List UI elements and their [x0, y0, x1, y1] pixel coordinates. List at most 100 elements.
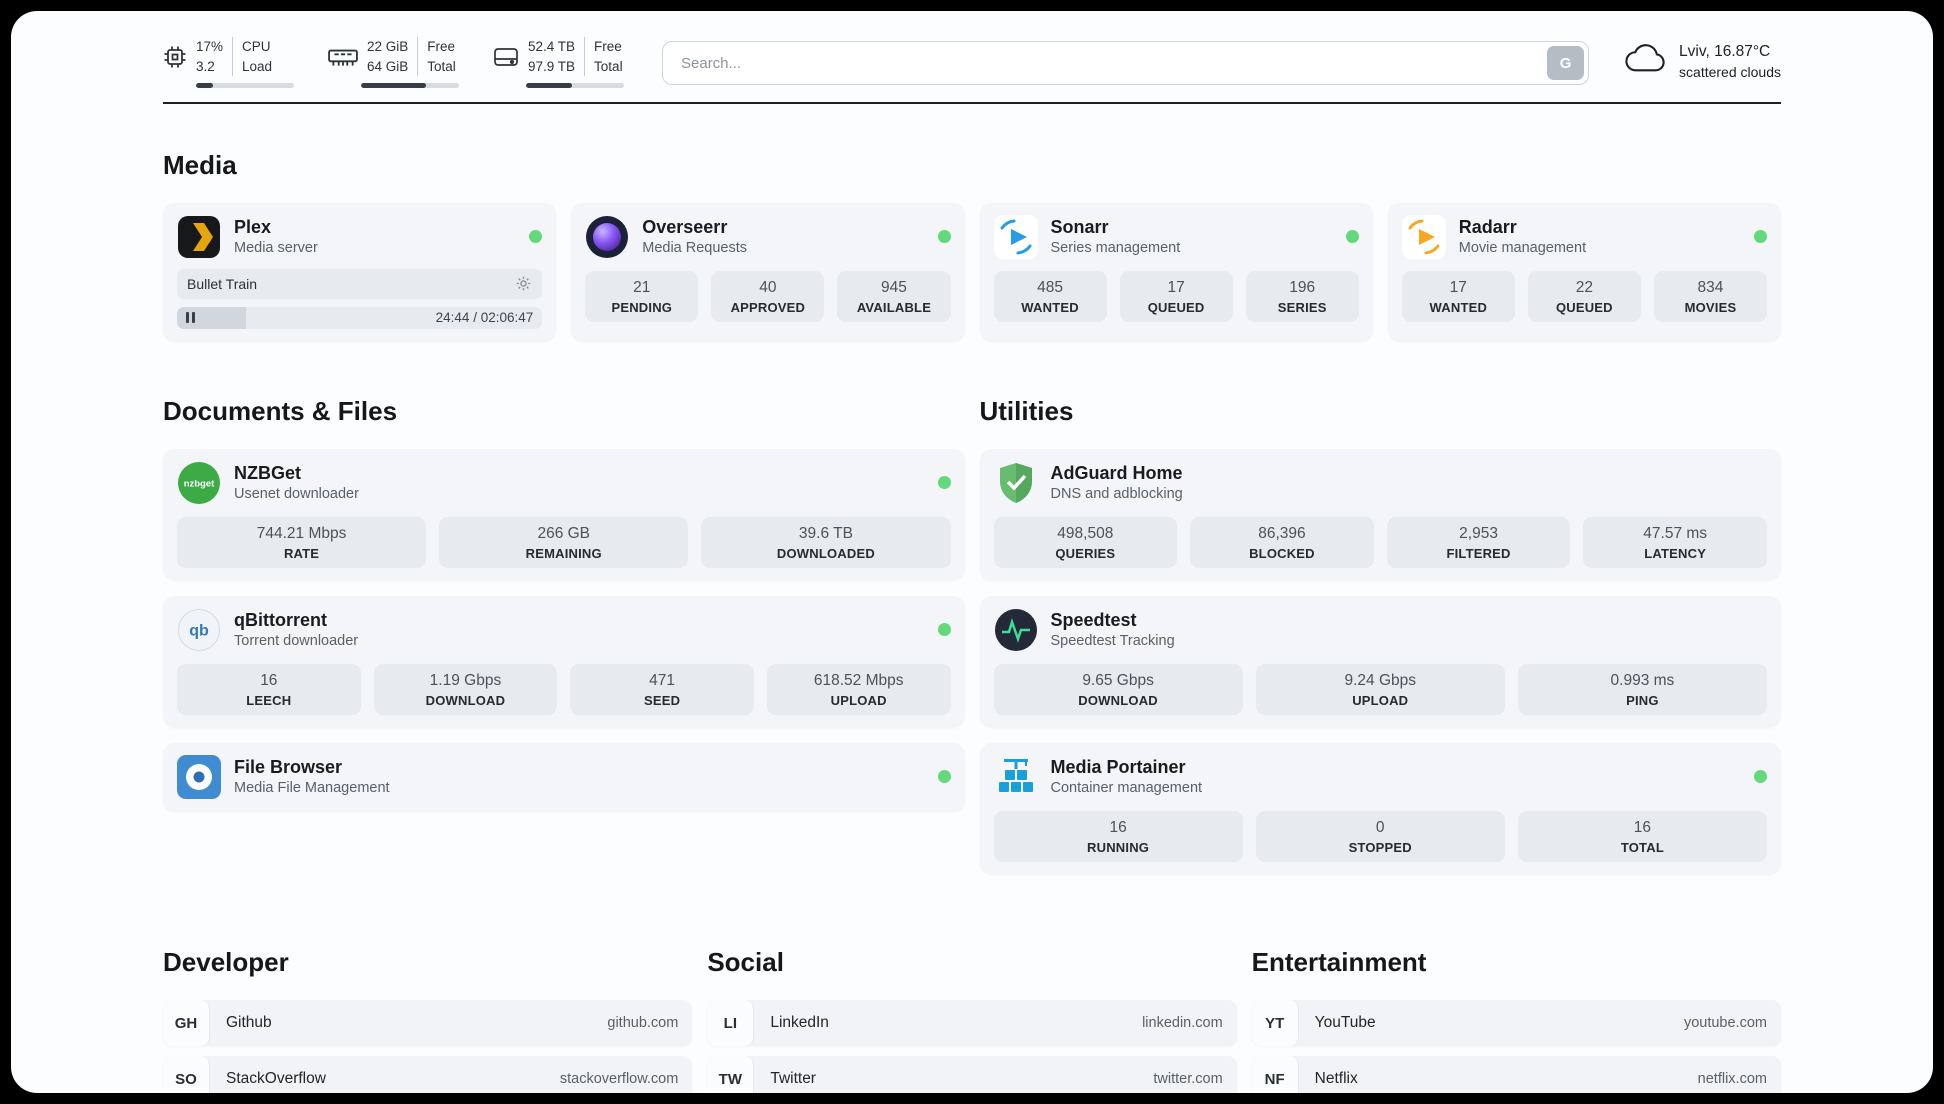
playback-progress-bar[interactable]: 24:44 / 02:06:47 — [177, 306, 543, 329]
stat-value: 945 — [881, 278, 907, 296]
stat-value: 471 — [649, 671, 675, 689]
link-twitter[interactable]: TW Twitter twitter.com — [707, 1056, 1237, 1093]
stat-value: 16 — [260, 671, 278, 689]
netflix-badge: NF — [1251, 1056, 1299, 1093]
memory-free-label: Free — [427, 39, 456, 54]
stat-label: APPROVED — [730, 299, 806, 315]
section-media: Media Plex Media server Bullet Train — [163, 150, 1781, 341]
app-subtitle: Media server — [234, 240, 318, 257]
stat-value: 0 — [1375, 818, 1385, 836]
disk-free-value: 52.4 TB — [528, 39, 576, 54]
stat-value: 86,396 — [1258, 524, 1306, 542]
stat-value: 744.21 Mbps — [256, 524, 347, 542]
search-input[interactable] — [667, 54, 1548, 72]
app-card-adguard-home[interactable]: AdGuard Home DNS and adblocking 498,508 … — [979, 448, 1781, 580]
app-name: AdGuard Home — [1050, 463, 1183, 484]
weather-widget[interactable]: Lviv, 16.87°C scattered clouds — [1623, 41, 1781, 82]
cloud-icon — [1623, 43, 1669, 80]
link-url: youtube.com — [1683, 1015, 1767, 1032]
stat-pending: 21 PENDING — [585, 270, 699, 322]
stat-label: BLOCKED — [1249, 545, 1315, 561]
stat-label: AVAILABLE — [856, 299, 932, 315]
overseerr-icon — [585, 215, 629, 259]
disk-icon — [493, 46, 519, 68]
search-engine-button[interactable]: G — [1547, 46, 1585, 80]
stat-value: 834 — [1697, 278, 1724, 296]
app-card-overseerr[interactable]: Overseerr Media Requests 21 PENDING 40 A… — [571, 202, 965, 341]
app-card-media-portainer[interactable]: Media Portainer Container management 16 … — [979, 742, 1781, 874]
section-documents-files: Documents & Files nzbget NZBGet Usenet d… — [163, 375, 965, 874]
stat-label: LATENCY — [1644, 545, 1707, 561]
link-stackoverflow[interactable]: SO StackOverflow stackoverflow.com — [163, 1056, 693, 1093]
stat-label: REMAINING — [525, 545, 602, 561]
stat-wanted: 485 WANTED — [993, 270, 1107, 322]
gear-icon[interactable] — [515, 275, 532, 292]
app-name: Speedtest — [1050, 610, 1137, 631]
stat-value: 2,953 — [1459, 524, 1498, 542]
stat-value: 9.24 Gbps — [1344, 671, 1416, 689]
app-name: Media Portainer — [1050, 757, 1186, 778]
app-card-plex[interactable]: Plex Media server Bullet Train — [163, 202, 557, 341]
now-playing-title: Bullet Train — [187, 275, 258, 292]
cpu-usage-value: 17% — [196, 39, 224, 54]
stat-value: 22 — [1575, 278, 1593, 296]
memory-usage-bar-fill — [361, 83, 426, 89]
stat-value: 1.19 Gbps — [429, 671, 502, 689]
link-url: twitter.com — [1153, 1071, 1223, 1088]
link-netflix[interactable]: NF Netflix netflix.com — [1251, 1056, 1781, 1093]
app-subtitle: Media File Management — [234, 780, 390, 797]
stat-value: 9.65 Gbps — [1082, 671, 1154, 689]
developer-section-title: Developer — [163, 947, 289, 978]
portainer-icon — [994, 755, 1038, 799]
app-subtitle: Usenet downloader — [234, 486, 359, 503]
radarr-icon — [1401, 214, 1446, 259]
stat-label: DOWNLOADED — [776, 545, 875, 561]
stat-label: QUEUED — [1147, 299, 1205, 315]
plex-now-playing: Bullet Train 24:44 / 02:06:47 — [177, 268, 543, 329]
section-social: Social LI LinkedIn linkedin.com TW Twitt… — [707, 926, 1237, 1093]
stat-label: DOWNLOAD — [1078, 692, 1158, 708]
disk-total-label: Total — [594, 58, 623, 74]
stat-latency: 47.57 ms LATENCY — [1583, 516, 1767, 568]
stat-label: DOWNLOAD — [425, 692, 506, 708]
app-card-radarr[interactable]: Radarr Movie management 17 WANTED 22 QUE… — [1387, 202, 1781, 341]
social-section-title: Social — [707, 947, 784, 978]
stat-label: SEED — [643, 692, 681, 708]
utilities-section-title: Utilities — [979, 396, 1074, 427]
stat-value: 40 — [759, 278, 777, 296]
stat-value: 39.6 TB — [798, 524, 853, 542]
stat-downloaded: 39.6 TB DOWNLOADED — [701, 516, 951, 568]
link-name: LinkedIn — [770, 1014, 829, 1032]
app-card-qbittorrent[interactable]: qb qBittorrent Torrent downloader 16 LEE… — [163, 595, 965, 727]
link-linkedin[interactable]: LI LinkedIn linkedin.com — [707, 1000, 1237, 1047]
link-youtube[interactable]: YT YouTube youtube.com — [1251, 1000, 1781, 1047]
memory-total-value: 64 GiB — [367, 58, 409, 74]
cpu-icon — [163, 45, 187, 69]
link-github[interactable]: GH Github github.com — [163, 1000, 693, 1047]
media-section-title: Media — [163, 150, 237, 181]
search-bar: G — [662, 41, 1590, 85]
status-dot — [529, 230, 543, 244]
nzbget-icon: nzbget — [177, 461, 221, 505]
app-card-sonarr[interactable]: Sonarr Series management 485 WANTED 17 Q… — [979, 202, 1373, 341]
stat-label: STOPPED — [1348, 839, 1412, 855]
app-subtitle: DNS and adblocking — [1050, 486, 1183, 503]
top-bar: 17% 3.2 CPU Load — [163, 37, 1781, 89]
stat-ping: 0.993 ms PING — [1517, 663, 1767, 715]
stat-queued: 17 QUEUED — [1119, 270, 1233, 322]
stat-label: UPLOAD — [830, 692, 887, 708]
stat-label: WANTED — [1429, 299, 1488, 315]
app-card-nzbget[interactable]: nzbget NZBGet Usenet downloader 744.21 M… — [163, 448, 965, 580]
playback-time: 24:44 / 02:06:47 — [435, 310, 534, 326]
app-name: Radarr — [1458, 217, 1517, 238]
adguard-icon — [994, 461, 1038, 505]
app-name: File Browser — [234, 757, 343, 778]
stat-label: TOTAL — [1620, 839, 1664, 855]
app-card-file-browser[interactable]: File Browser Media File Management — [163, 742, 965, 811]
qbittorrent-icon: qb — [177, 608, 221, 652]
app-card-speedtest[interactable]: Speedtest Speedtest Tracking 9.65 Gbps D… — [979, 595, 1781, 727]
pause-icon[interactable] — [186, 312, 195, 324]
stat-running: 16 RUNNING — [993, 810, 1243, 862]
cpu-label: CPU — [242, 39, 271, 54]
stat-queries: 498,508 QUERIES — [993, 516, 1178, 568]
